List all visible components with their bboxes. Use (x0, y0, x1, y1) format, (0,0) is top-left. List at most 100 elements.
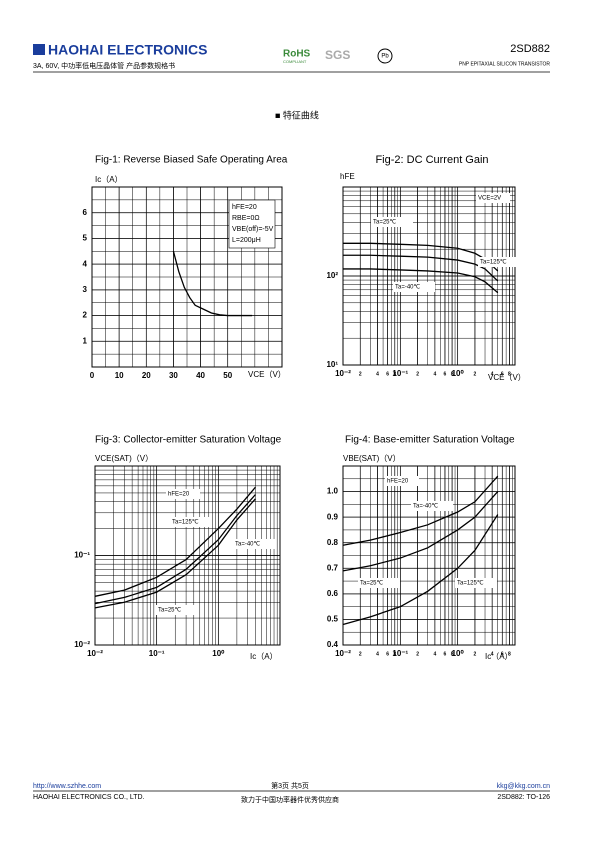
x-tick-label: 6 (501, 371, 504, 377)
x-tick-label: 10 (115, 371, 124, 380)
annotation: hFE=20 (168, 492, 190, 498)
y-tick-label: 2 (83, 311, 88, 320)
footer-url[interactable]: http://www.szhhe.com (33, 783, 101, 790)
footer-slogan: 致力于中国功率器件优秀供应商 (241, 795, 339, 804)
label-bg (358, 578, 400, 588)
x-tick-label: 2 (474, 371, 477, 377)
x-tick-label: 20 (142, 371, 151, 380)
x-tick-label: 4 (491, 651, 494, 657)
rohs: RoHS (283, 49, 311, 60)
x-tick-label: 10⁰ (452, 649, 465, 658)
chart-title: Fig-4: Base-emitter Saturation Voltage (345, 435, 515, 446)
x-tick-label: 30 (169, 371, 178, 380)
curve (342, 514, 499, 626)
x-tick-label: 4 (376, 371, 379, 377)
y-tick-label: 0.7 (327, 563, 339, 572)
series-label: Ta=125℃ (172, 520, 199, 526)
y-tick-label: 1 (83, 336, 88, 345)
label-bg (393, 282, 435, 292)
label-bg (411, 501, 453, 511)
x-tick-label: 2 (416, 651, 419, 657)
chart-title: Fig-1: Reverse Biased Safe Operating Are… (95, 155, 288, 166)
series-label: Ta=25℃ (360, 581, 384, 587)
annotation: hFE=20 (232, 204, 257, 211)
x-tick-label: 2 (359, 651, 362, 657)
footer-email[interactable]: kkg@kkg.com.cn (497, 783, 551, 790)
y-axis-label: VBE(SAT)（V） (343, 454, 401, 463)
y-tick-label: 4 (83, 259, 88, 268)
curve (94, 494, 256, 605)
x-tick-label: 8 (393, 651, 396, 657)
part: 2SD882 (510, 43, 550, 55)
x-tick-label: 4 (433, 651, 436, 657)
curve (342, 491, 499, 572)
x-tick-label: 8 (451, 651, 454, 657)
y-tick-label: 1.0 (327, 487, 339, 496)
y-tick-label: 5 (83, 234, 88, 243)
sgs: SGS (325, 48, 350, 62)
x-tick-label: 10⁻² (87, 649, 103, 658)
brand: HAOHAI ELECTRONICS (48, 42, 207, 58)
series-label: Ta=125℃ (480, 260, 507, 266)
y-tick-label: 0.8 (327, 538, 339, 547)
x-tick-label: 10⁻² (335, 649, 351, 658)
annotation-box (228, 199, 276, 249)
y-tick-label: 0.4 (327, 640, 339, 649)
annotation-bg (476, 193, 510, 203)
label-bg (170, 517, 212, 527)
curve (343, 268, 499, 294)
series-label: Ta=125℃ (457, 581, 484, 587)
description: PNP EPITAXIAL SILICON TRANSISTOR (459, 61, 551, 67)
x-axis-label: VCE（V） (248, 370, 286, 379)
footer-company: HAOHAI ELECTRONICS CO., LTD. (33, 794, 145, 801)
x-axis-label: Ic（A） (485, 652, 513, 661)
y-tick-label: 10² (326, 271, 338, 280)
x-tick-label: 40 (196, 371, 205, 380)
annotation: VCE=2V (478, 196, 501, 202)
y-tick-label: 3 (83, 285, 88, 294)
x-tick-label: 0 (90, 371, 95, 380)
curve (94, 498, 256, 609)
x-tick-label: 6 (444, 371, 447, 377)
series-label: Ta=-40℃ (395, 285, 421, 291)
series-label: Ta=-40℃ (235, 542, 261, 548)
pb-icon (377, 48, 393, 64)
y-tick-label: 0.6 (327, 589, 339, 598)
y-tick-label: 10¹ (326, 360, 338, 369)
section-title: ■ 特征曲线 (275, 109, 319, 120)
x-axis-label: Ic（A） (250, 652, 278, 661)
x-tick-label: 6 (501, 651, 504, 657)
rohs-compliant: COMPLIANT (283, 59, 307, 64)
footer-package: 2SD882: TO-126 (497, 794, 550, 801)
x-tick-label: 10⁰ (212, 649, 225, 658)
annotation: RBE=0Ω (232, 215, 260, 222)
y-axis-label: VCE(SAT)（V） (95, 454, 153, 463)
x-tick-label: 50 (223, 371, 232, 380)
y-tick-label: 0.9 (327, 512, 339, 521)
series-label: Ta=-40℃ (413, 504, 439, 510)
pb: Pb (381, 54, 389, 60)
label-bg (233, 539, 275, 549)
x-tick-label: 10⁻¹ (392, 649, 408, 658)
chart-title: Fig-3: Collector-emitter Saturation Volt… (95, 435, 282, 446)
x-tick-label: 2 (359, 371, 362, 377)
annotation: L=200μH (232, 237, 261, 244)
x-tick-label: 6 (444, 651, 447, 657)
x-axis-label: VCE（V） (488, 373, 526, 382)
y-tick-label: 0.5 (327, 615, 339, 624)
x-tick-label: 10⁻¹ (149, 649, 165, 658)
y-axis-label: Ic（A） (95, 175, 123, 184)
x-tick-label: 2 (416, 371, 419, 377)
annotation: VBE(off)=-5V (232, 226, 274, 233)
x-tick-label: 10⁻² (335, 369, 351, 378)
label-bg (371, 217, 413, 227)
x-tick-label: 10⁻¹ (392, 369, 408, 378)
x-tick-label: 8 (451, 371, 454, 377)
curve (343, 254, 499, 282)
logo-icon (33, 44, 45, 55)
y-axis-label: hFE (340, 172, 355, 181)
annotation: hFE=20 (387, 479, 409, 485)
y-tick-label: 6 (83, 208, 88, 217)
label-bg (156, 605, 198, 615)
